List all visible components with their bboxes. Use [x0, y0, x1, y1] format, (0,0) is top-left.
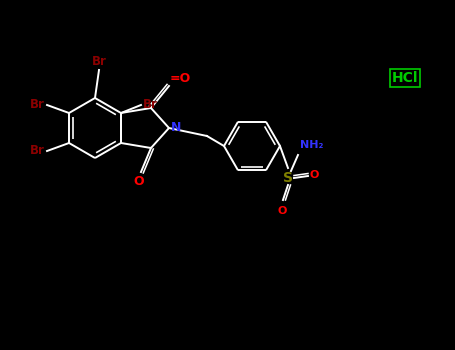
Text: Br: Br: [30, 145, 45, 158]
Text: O: O: [134, 175, 144, 188]
Text: S: S: [283, 171, 293, 185]
Text: NH₂: NH₂: [300, 140, 324, 150]
Text: Br: Br: [143, 98, 158, 111]
Text: O: O: [277, 206, 287, 216]
Text: HCl: HCl: [392, 71, 418, 85]
Text: =O: =O: [170, 72, 191, 85]
Text: Br: Br: [91, 55, 106, 68]
Text: O: O: [310, 170, 319, 180]
Text: N: N: [171, 121, 182, 134]
Text: Br: Br: [30, 98, 45, 112]
